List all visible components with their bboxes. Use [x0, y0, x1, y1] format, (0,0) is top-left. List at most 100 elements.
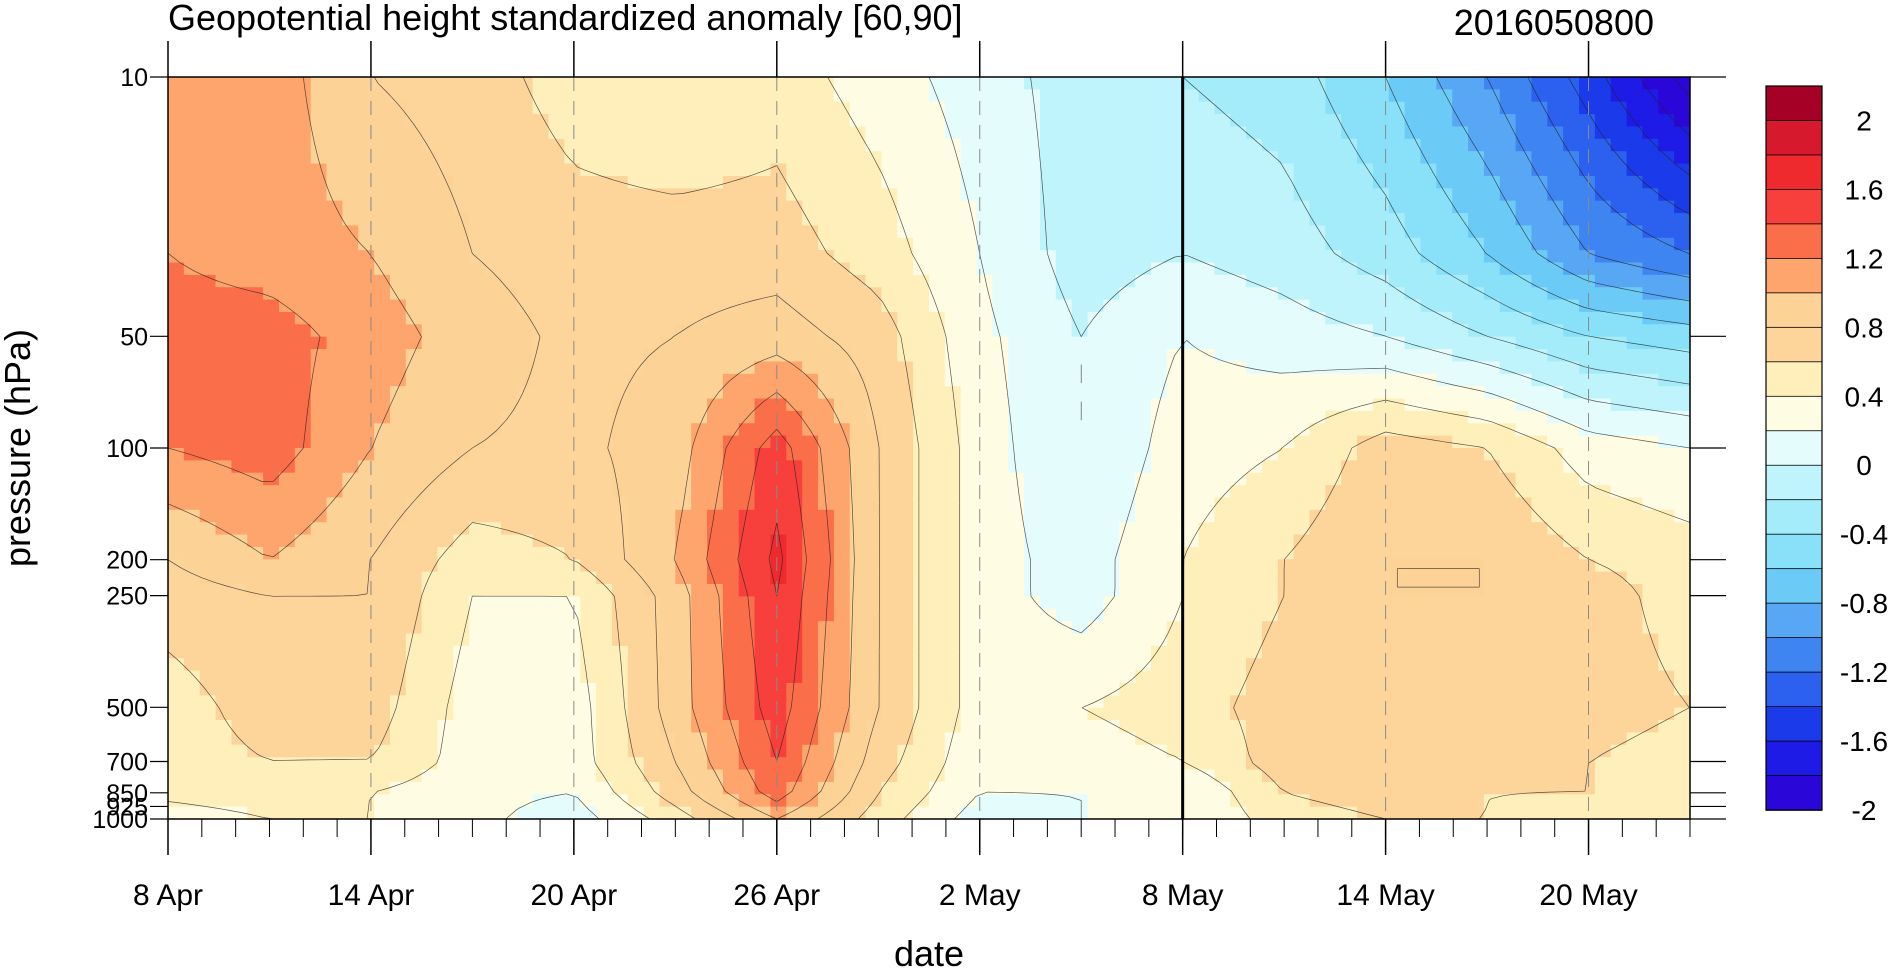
contour-cell [326, 682, 343, 696]
contour-cell [802, 682, 819, 696]
contour-cell [1214, 299, 1231, 313]
contour-cell [881, 77, 898, 90]
contour-cell [992, 126, 1009, 140]
contour-cell [1055, 324, 1073, 338]
contour-cell [1277, 138, 1295, 152]
contour-cell [897, 584, 914, 597]
contour-cell [500, 361, 518, 375]
contour-cell [1230, 571, 1247, 585]
contour-cell [1135, 274, 1152, 288]
contour-cell [1039, 682, 1057, 696]
contour-cell [1420, 744, 1437, 758]
contour-cell [722, 200, 740, 214]
contour-cell [580, 435, 597, 449]
contour-cell [1182, 509, 1200, 523]
contour-cell [1436, 250, 1453, 264]
contour-cell [548, 77, 565, 90]
contour-cell [278, 744, 296, 758]
contour-cell [374, 584, 391, 597]
contour-cell [485, 151, 502, 165]
contour-cell [770, 769, 787, 783]
contour-cell [168, 200, 185, 214]
contour-cell [564, 460, 581, 474]
contour-cell [960, 608, 978, 622]
contour-cell [199, 497, 217, 511]
contour-cell [1230, 101, 1247, 115]
contour-cell [1198, 114, 1215, 128]
contour-cell [1150, 225, 1168, 239]
contour-cell [247, 250, 264, 264]
contour-cell [1182, 497, 1200, 511]
contour-cell [913, 658, 930, 672]
contour-cell [1055, 287, 1073, 301]
contour-cell [1008, 744, 1025, 758]
contour-cell [1325, 336, 1342, 350]
contour-cell [960, 559, 978, 573]
contour-cell [1166, 213, 1184, 226]
contour-cell [1277, 213, 1295, 226]
contour-cell [754, 114, 772, 128]
contour-cell [691, 386, 708, 400]
contour-cell [310, 682, 328, 696]
contour-cell [1404, 250, 1422, 264]
contour-cell [675, 250, 692, 264]
contour-cell [1103, 534, 1120, 548]
contour-cell [389, 522, 407, 536]
contour-cell [1357, 794, 1374, 808]
contour-cell [1452, 546, 1469, 560]
contour-cell [516, 435, 534, 449]
contour-cell [897, 410, 914, 424]
contour-cell [1087, 423, 1104, 437]
contour-cell [1008, 806, 1025, 819]
contour-cell [342, 361, 359, 375]
contour-cell [1182, 485, 1200, 499]
contour-cell [849, 324, 867, 338]
contour-cell [374, 175, 391, 189]
contour-cell [342, 336, 359, 350]
contour-cell [1135, 806, 1152, 819]
contour-cell [358, 571, 375, 585]
contour-cell [564, 77, 581, 90]
contour-cell [278, 596, 296, 610]
contour-cell [469, 386, 486, 400]
contour-cell [310, 472, 328, 486]
contour-cell [913, 435, 930, 449]
contour-cell [183, 114, 201, 128]
contour-cell [405, 336, 423, 350]
contour-cell [437, 534, 454, 548]
contour-cell [738, 188, 756, 202]
contour-cell [1103, 299, 1120, 313]
contour-cell [1277, 398, 1295, 412]
contour-cell [627, 77, 645, 90]
contour-cell [310, 497, 328, 511]
contour-cell [516, 472, 534, 486]
contour-cell [500, 77, 518, 90]
contour-cell [818, 311, 835, 325]
contour-cell [944, 497, 962, 511]
contour-cell [675, 546, 692, 560]
contour-cell [1436, 349, 1453, 363]
contour-cell [738, 250, 756, 264]
contour-cell [548, 806, 565, 819]
contour-cell [168, 163, 185, 177]
contour-cell [231, 757, 248, 771]
contour-cell [1468, 645, 1485, 659]
contour-cell [437, 175, 454, 189]
contour-cell [1452, 695, 1469, 709]
contour-cell [1039, 287, 1057, 301]
contour-cell [1198, 324, 1215, 338]
contour-cell [960, 126, 978, 140]
contour-cell [675, 707, 692, 721]
contour-cell [1309, 398, 1326, 412]
contour-cell [659, 361, 676, 375]
contour-cell [168, 608, 185, 622]
contour-cell [1420, 262, 1437, 276]
contour-cell [1214, 546, 1231, 560]
contour-cell [278, 781, 296, 795]
contour-cell [183, 324, 201, 338]
contour-cell [278, 262, 296, 276]
contour-cell [944, 126, 962, 140]
contour-cell [643, 497, 661, 511]
contour-cell [231, 608, 248, 622]
contour-cell [580, 287, 597, 301]
